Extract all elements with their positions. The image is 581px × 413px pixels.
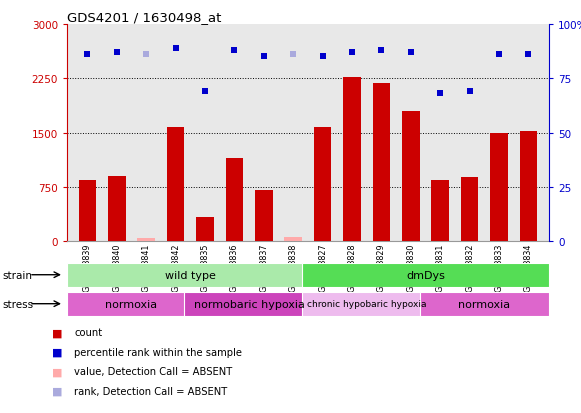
Text: ■: ■ [52, 366, 63, 376]
Text: ■: ■ [52, 328, 63, 337]
Text: dmDys: dmDys [406, 270, 445, 280]
Bar [490, 134, 508, 242]
Text: normoxia: normoxia [458, 299, 511, 309]
Text: GDS4201 / 1630498_at: GDS4201 / 1630498_at [67, 11, 221, 24]
Text: percentile rank within the sample: percentile rank within the sample [74, 347, 242, 357]
Bar [314, 127, 331, 242]
Text: count: count [74, 328, 102, 337]
Text: stress: stress [3, 299, 34, 309]
Text: ■: ■ [52, 347, 63, 357]
Bar [67, 292, 196, 316]
Bar [432, 180, 449, 242]
Bar [108, 177, 125, 242]
Text: wild type: wild type [165, 270, 216, 280]
Text: strain: strain [3, 270, 33, 280]
Bar [302, 292, 432, 316]
Bar [343, 78, 361, 242]
Bar [255, 191, 272, 242]
Bar [225, 159, 243, 242]
Bar [302, 263, 549, 287]
Bar [78, 180, 96, 242]
Bar [419, 292, 549, 316]
Bar [184, 292, 314, 316]
Text: ■: ■ [52, 386, 63, 396]
Bar [67, 263, 314, 287]
Text: chronic hypobaric hypoxia: chronic hypobaric hypoxia [307, 299, 426, 309]
Bar [461, 178, 479, 242]
Bar [372, 84, 390, 242]
Bar [285, 237, 302, 242]
Bar [137, 238, 155, 242]
Text: rank, Detection Call = ABSENT: rank, Detection Call = ABSENT [74, 386, 228, 396]
Text: normoxia: normoxia [105, 299, 157, 309]
Bar [519, 132, 537, 242]
Text: normobaric hypoxia: normobaric hypoxia [193, 299, 304, 309]
Bar [402, 112, 419, 242]
Bar [167, 127, 184, 242]
Bar [196, 218, 214, 242]
Text: value, Detection Call = ABSENT: value, Detection Call = ABSENT [74, 366, 232, 376]
